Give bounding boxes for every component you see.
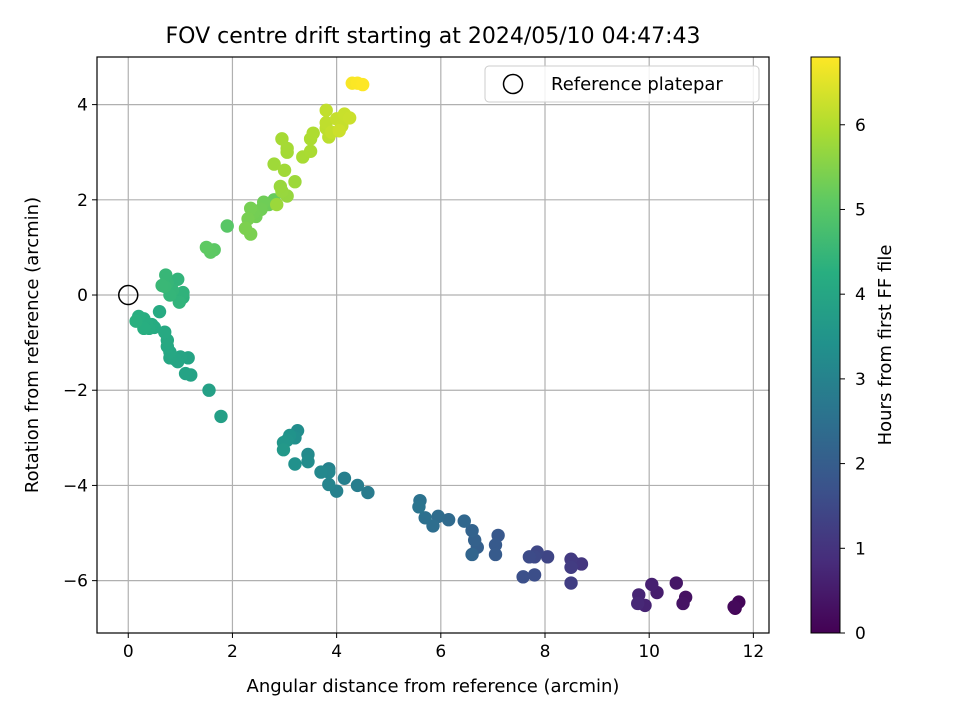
colorbar-tick-label: 1 bbox=[855, 539, 866, 559]
data-point bbox=[676, 596, 690, 611]
y-tick-label: −4 bbox=[63, 476, 88, 496]
colorbar-tick-label: 2 bbox=[855, 455, 866, 475]
legend: Reference platepar bbox=[484, 65, 760, 103]
data-point bbox=[418, 511, 432, 525]
colorbar-tick-label: 3 bbox=[855, 370, 866, 390]
data-point bbox=[243, 201, 258, 216]
x-tick-label: 6 bbox=[435, 642, 446, 662]
data-point bbox=[306, 126, 320, 140]
data-point bbox=[158, 325, 172, 339]
data-point bbox=[303, 144, 318, 158]
data-point bbox=[159, 268, 173, 282]
x-tick-label: 0 bbox=[123, 642, 134, 662]
data-point bbox=[202, 383, 216, 397]
x-tick-label: 10 bbox=[638, 642, 660, 662]
chart-title: FOV centre drift starting at 2024/05/10 … bbox=[166, 24, 701, 49]
data-point bbox=[457, 514, 471, 528]
colorbar-gradient bbox=[810, 56, 841, 634]
y-tick-label: −6 bbox=[63, 572, 88, 592]
data-point bbox=[669, 576, 683, 590]
reference-marker bbox=[118, 284, 139, 306]
y-tick-label: 4 bbox=[77, 96, 88, 116]
data-point bbox=[527, 568, 542, 582]
data-point bbox=[220, 219, 234, 233]
x-axis-label: Angular distance from reference (arcmin) bbox=[247, 676, 620, 697]
data-point bbox=[441, 513, 456, 527]
data-point bbox=[267, 157, 281, 171]
data-point bbox=[288, 457, 302, 471]
colorbar-tick-label: 5 bbox=[855, 200, 866, 220]
data-point bbox=[129, 314, 143, 328]
data-point bbox=[277, 163, 292, 177]
legend-marker-icon bbox=[502, 73, 524, 95]
data-point bbox=[152, 304, 167, 319]
plot-frame bbox=[96, 56, 770, 634]
data-point bbox=[631, 596, 645, 611]
x-axis-ticks: 0 2 4 6 8 10 12 bbox=[123, 633, 764, 662]
data-point bbox=[172, 295, 187, 309]
data-point bbox=[276, 443, 291, 457]
data-point bbox=[564, 560, 578, 575]
data-point bbox=[171, 272, 185, 287]
y-tick-label: −2 bbox=[63, 381, 88, 401]
colorbar-tick-label: 4 bbox=[855, 285, 866, 305]
colorbar: 0 1 2 3 4 5 6 Hours from first FF file bbox=[810, 56, 896, 644]
colorbar-label: Hours from first FF file bbox=[875, 245, 896, 446]
legend-box bbox=[484, 65, 760, 103]
colorbar-tick-label: 6 bbox=[855, 116, 866, 136]
data-point bbox=[488, 547, 503, 562]
data-point bbox=[238, 221, 253, 236]
data-points bbox=[129, 76, 746, 615]
data-point bbox=[465, 547, 479, 562]
data-point bbox=[337, 471, 352, 485]
data-point bbox=[155, 278, 169, 293]
y-axis-ticks: −6 −4 −2 0 2 4 bbox=[63, 96, 97, 592]
data-point bbox=[322, 477, 336, 492]
data-point bbox=[273, 179, 288, 194]
data-point bbox=[361, 485, 375, 500]
data-point bbox=[319, 103, 333, 118]
grid-lines bbox=[97, 57, 769, 633]
x-tick-label: 4 bbox=[331, 642, 342, 662]
data-point bbox=[488, 538, 503, 552]
x-tick-label: 2 bbox=[227, 642, 238, 662]
colorbar-ticks: 0 1 2 3 4 5 6 bbox=[840, 116, 866, 644]
data-point bbox=[355, 77, 370, 92]
data-point bbox=[522, 550, 537, 564]
data-point bbox=[342, 111, 357, 125]
data-point bbox=[301, 454, 315, 469]
y-tick-label: 2 bbox=[77, 191, 88, 211]
data-point bbox=[332, 124, 346, 138]
x-tick-label: 12 bbox=[743, 642, 765, 662]
x-tick-label: 8 bbox=[540, 642, 551, 662]
data-point bbox=[516, 570, 530, 584]
data-point bbox=[645, 577, 659, 592]
data-point bbox=[412, 500, 426, 514]
y-axis-label: Rotation from reference (arcmin) bbox=[22, 197, 43, 493]
data-point bbox=[270, 197, 284, 212]
data-point bbox=[314, 465, 328, 479]
data-point bbox=[275, 132, 289, 146]
data-point bbox=[540, 550, 555, 564]
y-tick-label: 0 bbox=[77, 286, 88, 306]
data-point bbox=[199, 240, 214, 255]
data-point bbox=[288, 175, 302, 189]
legend-entry: Reference platepar bbox=[551, 74, 723, 95]
data-point bbox=[350, 478, 365, 493]
colorbar-tick-label: 0 bbox=[855, 624, 866, 644]
data-point bbox=[465, 523, 479, 538]
reference-layer bbox=[118, 284, 139, 306]
data-point bbox=[564, 576, 578, 590]
data-point bbox=[214, 409, 228, 424]
data-point bbox=[178, 366, 193, 381]
data-point bbox=[727, 600, 741, 614]
